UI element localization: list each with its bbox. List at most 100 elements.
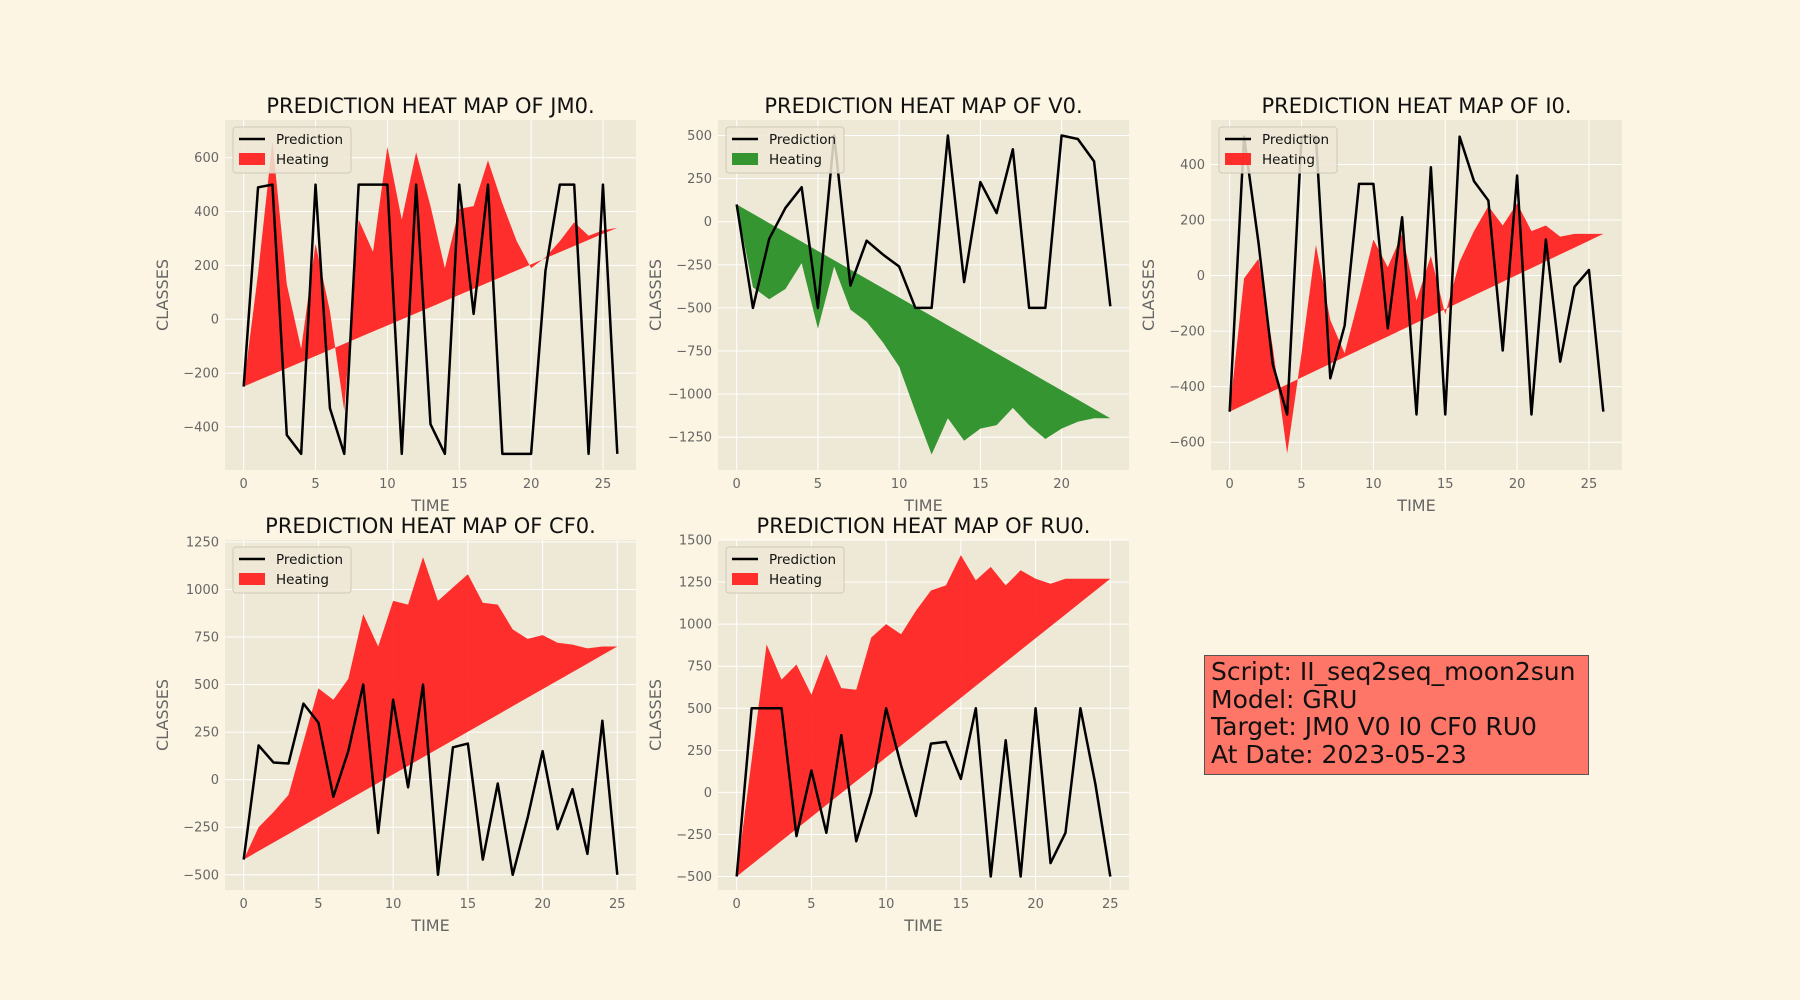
x-tick-label: 25 xyxy=(609,897,626,912)
x-tick-label: 20 xyxy=(534,897,551,912)
heating-area xyxy=(243,141,618,411)
y-tick-label: 1250 xyxy=(186,535,219,550)
y-tick-label: −250 xyxy=(183,821,219,836)
y-tick-label: 250 xyxy=(194,726,219,741)
y-tick-label: 250 xyxy=(687,172,712,187)
legend-label-heating: Heating xyxy=(276,572,329,588)
chart-title: PREDICTION HEAT MAP OF JM0. xyxy=(266,94,594,118)
x-tick-label: 15 xyxy=(451,477,468,492)
x-axis-label: TIME xyxy=(1396,496,1435,515)
legend-label-prediction: Prediction xyxy=(1262,132,1329,148)
info-script: Script: II_seq2seq_moon2sun xyxy=(1211,657,1576,686)
y-tick-label: 1250 xyxy=(679,576,712,591)
legend: Prediction Heating xyxy=(725,546,845,594)
y-tick-label: −500 xyxy=(676,301,712,316)
y-tick-label: 600 xyxy=(194,151,219,166)
info-target: Target: JM0 V0 I0 CF0 RU0 xyxy=(1211,712,1537,741)
x-tick-label: 5 xyxy=(314,897,322,912)
legend-heat-swatch xyxy=(239,153,265,165)
legend-label-prediction: Prediction xyxy=(276,132,343,148)
x-tick-label: 10 xyxy=(379,477,396,492)
y-tick-label: 500 xyxy=(687,702,712,717)
prediction-line xyxy=(735,134,1112,310)
x-tick-label: 25 xyxy=(1581,477,1598,492)
y-tick-label: 200 xyxy=(1180,214,1205,229)
legend-label-prediction: Prediction xyxy=(769,552,836,568)
y-tick-label: −600 xyxy=(1169,436,1205,451)
chart-1: 0 5 10 15 20 25 −400 −200 0 200 400 600 PREDICTION H… xyxy=(153,94,636,515)
prediction-line xyxy=(1228,135,1605,416)
y-tick-label: 400 xyxy=(1180,158,1205,173)
y-tick-label: 500 xyxy=(194,678,219,693)
x-tick-label: 10 xyxy=(1365,477,1382,492)
prediction-line xyxy=(735,707,1112,878)
heating-area xyxy=(736,204,1111,455)
y-tick-label: 1500 xyxy=(679,534,712,549)
x-axis-label: TIME xyxy=(410,496,449,515)
info-date: At Date: 2023-05-23 xyxy=(1211,739,1467,769)
x-tick-label: 0 xyxy=(1226,477,1234,492)
chart-5: 0 5 10 15 20 25 −500 −250 0 250 500 750 1000 1250 1500… xyxy=(646,514,1129,935)
x-tick-label: 15 xyxy=(460,897,477,912)
x-tick-label: 5 xyxy=(311,477,319,492)
legend-heat-swatch xyxy=(732,573,758,585)
y-tick-label: −1250 xyxy=(668,431,712,446)
x-tick-label: 10 xyxy=(385,897,402,912)
legend: Prediction Heating xyxy=(232,126,352,174)
y-axis-label: CLASSES xyxy=(646,679,665,751)
legend-label-heating: Heating xyxy=(769,572,822,588)
y-tick-label: 0 xyxy=(211,773,219,788)
y-tick-label: 0 xyxy=(704,786,712,801)
y-tick-label: −250 xyxy=(676,258,712,273)
chart-title: PREDICTION HEAT MAP OF I0. xyxy=(1261,94,1571,118)
y-tick-label: 1000 xyxy=(679,618,712,633)
prediction-line xyxy=(242,183,619,456)
prediction-line xyxy=(242,683,619,877)
y-tick-label: −400 xyxy=(183,420,219,435)
x-tick-label: 20 xyxy=(1053,477,1070,492)
x-tick-label: 0 xyxy=(240,477,248,492)
y-tick-label: 400 xyxy=(194,205,219,220)
chart-title: PREDICTION HEAT MAP OF V0. xyxy=(764,94,1082,118)
x-tick-label: 5 xyxy=(1297,477,1305,492)
x-tick-label: 5 xyxy=(807,897,815,912)
y-tick-label: −200 xyxy=(1169,325,1205,340)
y-axis-label: CLASSES xyxy=(1139,259,1158,331)
info-model: Model: GRU xyxy=(1211,684,1358,714)
x-tick-label: 10 xyxy=(891,477,908,492)
y-tick-label: 0 xyxy=(704,215,712,230)
y-tick-label: −200 xyxy=(183,367,219,382)
y-tick-label: −750 xyxy=(676,345,712,360)
x-tick-label: 5 xyxy=(814,477,822,492)
y-tick-label: −1000 xyxy=(668,388,712,403)
y-tick-label: 250 xyxy=(687,744,712,759)
legend-heat-swatch xyxy=(732,153,758,165)
y-tick-label: −400 xyxy=(1169,380,1205,395)
chart-2: 0 5 10 15 20 −1250 −1000 −750 −500 −250 0 250 500 PRE… xyxy=(646,94,1129,515)
y-tick-label: 750 xyxy=(194,631,219,646)
legend-heat-swatch xyxy=(1225,153,1251,165)
legend-label-heating: Heating xyxy=(276,152,329,168)
x-tick-label: 20 xyxy=(1509,477,1526,492)
x-tick-label: 0 xyxy=(240,897,248,912)
y-tick-label: −250 xyxy=(676,828,712,843)
y-axis-label: CLASSES xyxy=(153,679,172,751)
y-axis-label: CLASSES xyxy=(646,259,665,331)
x-tick-label: 20 xyxy=(523,477,540,492)
legend-heat-swatch xyxy=(239,573,265,585)
x-tick-label: 0 xyxy=(733,897,741,912)
legend: Prediction Heating xyxy=(232,546,352,594)
y-tick-label: 0 xyxy=(1197,269,1205,284)
legend-label-prediction: Prediction xyxy=(276,552,343,568)
y-tick-label: 1000 xyxy=(186,583,219,598)
info-box: Script: II_seq2seq_moon2sun Model: GRU T… xyxy=(1204,655,1589,775)
y-tick-label: 500 xyxy=(687,129,712,144)
legend: Prediction Heating xyxy=(725,126,845,174)
y-axis-label: CLASSES xyxy=(153,259,172,331)
x-axis-label: TIME xyxy=(903,916,942,935)
legend-label-heating: Heating xyxy=(1262,152,1315,168)
chart-title: PREDICTION HEAT MAP OF CF0. xyxy=(265,514,596,538)
chart-4: 0 5 10 15 20 25 −500 −250 0 250 500 750 1000 1250 PRED… xyxy=(153,514,636,935)
x-tick-label: 10 xyxy=(878,897,895,912)
y-tick-label: 750 xyxy=(687,660,712,675)
